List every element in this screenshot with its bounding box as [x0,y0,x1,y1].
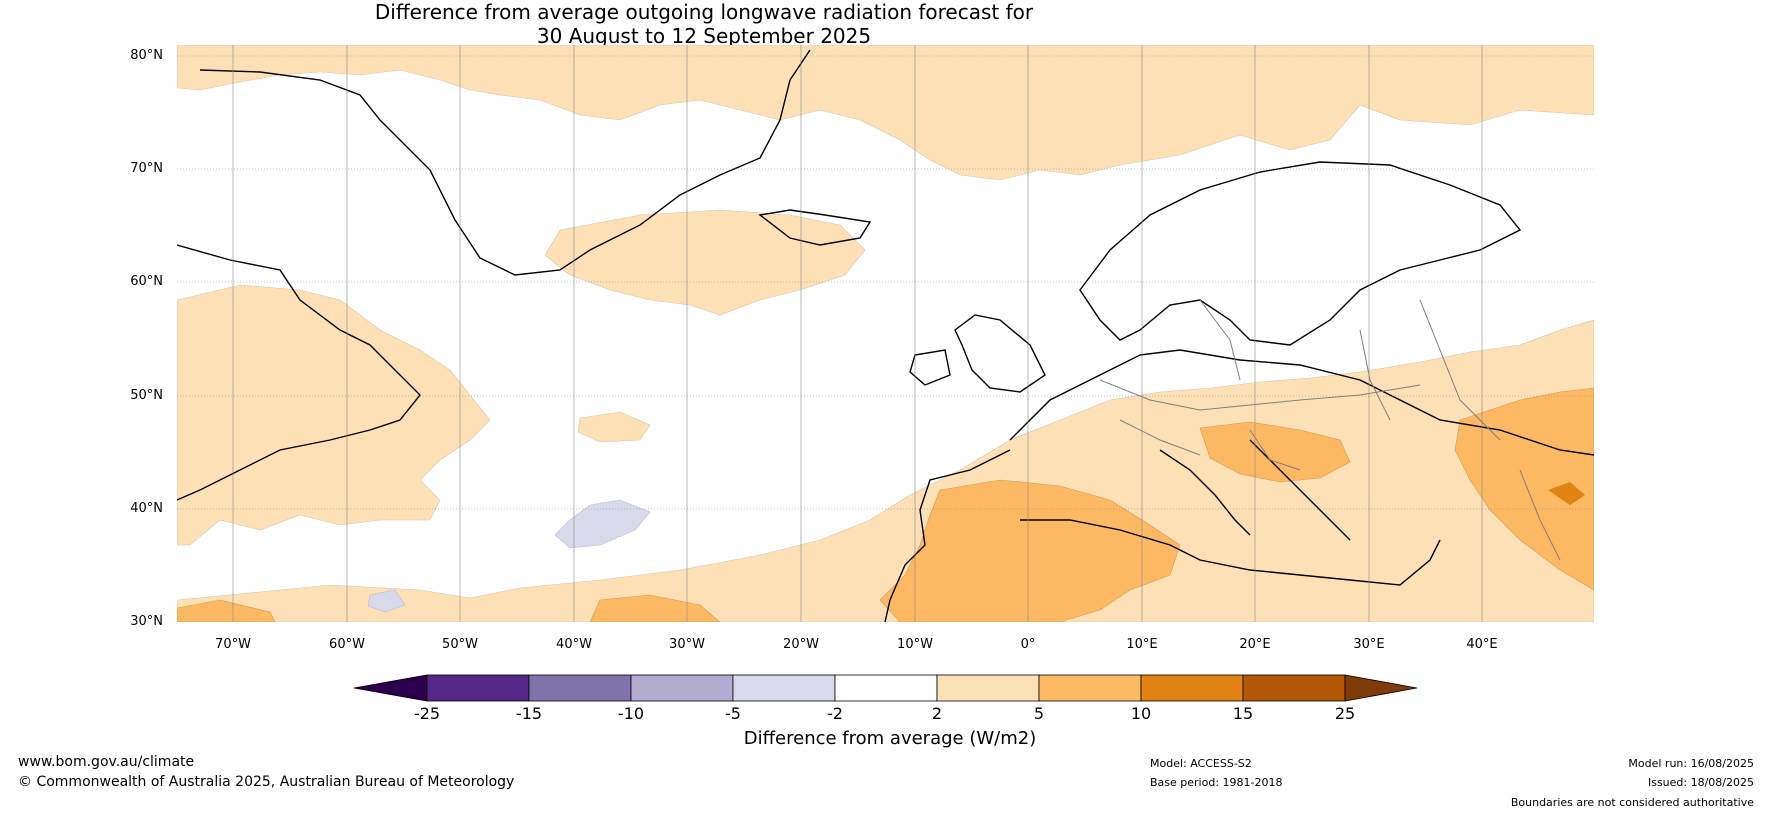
colorbar [353,674,1418,702]
anomaly-region-west [177,284,491,546]
colorbar-bin-5 [834,674,938,702]
lat-label-60n: 60°N [130,274,163,289]
model-text: Model: ACCESS-S2 [1150,757,1252,770]
model-run-text: Model run: 16/08/2025 [1628,757,1754,770]
lat-label-80n: 80°N [130,48,163,63]
coastline-british-isles [909,314,1046,393]
colorbar-tick-label: -15 [515,704,543,723]
lat-label-40n: 40°N [130,501,163,516]
coastline-greenland [199,49,811,276]
colorbar-tick-label: 15 [1232,704,1254,723]
coastline-europe [1009,349,1594,456]
anomaly-region-south [177,319,1594,622]
coastline-north-america [177,244,421,501]
colorbar-bin-8 [1140,674,1244,702]
title-line-2: 30 August to 12 September 2025 [536,24,872,48]
lon-label-40w: 40°W [556,637,592,652]
colorbar-bin-7 [1038,674,1142,702]
coastline-iceland [758,209,872,246]
colorbar-tick-label: -10 [617,704,645,723]
lon-label-10e: 10°E [1126,637,1158,652]
lon-label-50w: 50°W [442,637,478,652]
colorbar-title: Difference from average (W/m2) [743,728,1037,749]
anomaly-region-negative-1 [554,499,651,549]
anomaly-region-strong-atl [589,594,721,622]
lon-label-60w: 60°W [329,637,365,652]
anomaly-region-strong-balkans [1199,421,1351,483]
coastline-iberia-africa [884,449,1441,622]
colorbar-tick-label: 5 [1033,704,1045,723]
lon-label-0: 0° [1020,637,1036,652]
colorbar-tick-label: -25 [413,704,441,723]
lon-label-30e: 30°E [1353,637,1385,652]
colorbar-tick-label: -2 [827,704,843,723]
anomaly-field [177,45,1594,622]
colorbar-bin-2 [528,674,632,702]
anomaly-region-strong-east [1454,387,1594,591]
lon-label-20e: 20°E [1239,637,1271,652]
colorbar-tick-label: 25 [1334,704,1356,723]
national-borders [1099,299,1561,561]
website-link[interactable]: www.bom.gov.au/climate [18,754,195,770]
colorbar-max-arrow [1344,674,1418,702]
map-title: Difference from average outgoing longwav… [0,0,1408,48]
copyright-text: © Commonwealth of Australia 2025, Austra… [18,774,515,790]
lon-label-70w: 70°W [215,637,251,652]
anomaly-region-strong-africa [879,479,1181,622]
lon-label-30w: 30°W [669,637,705,652]
colorbar-bin-4 [732,674,836,702]
coastline-scandinavia [1079,161,1522,346]
colorbar-bin-9 [1242,674,1346,702]
lat-label-70n: 70°N [130,161,163,176]
anomaly-region-negative-2 [367,589,406,613]
colorbar-bin-3 [630,674,734,702]
colorbar-tick-label: 10 [1130,704,1152,723]
lon-label-40e: 40°E [1466,637,1498,652]
colorbar-min-arrow [353,674,428,702]
colorbar-tick-label: 2 [931,704,943,723]
colorbar-bin-1 [426,674,530,702]
lat-label-30n: 30°N [130,614,163,629]
colorbar-tick-label: -5 [725,704,741,723]
lon-label-10w: 10°W [897,637,933,652]
anomaly-region-strong-west [177,599,276,622]
issued-text: Issued: 18/08/2025 [1647,776,1754,789]
anomaly-region-atlantic [544,209,866,316]
lon-label-20w: 20°W [783,637,819,652]
anomaly-region-small-1 [577,411,651,443]
lat-label-50n: 50°N [130,388,163,403]
graticule [177,45,1594,622]
base-period-text: Base period: 1981-2018 [1150,776,1283,789]
colorbar-bin-6 [936,674,1040,702]
anomaly-region-caucasus [1548,482,1585,505]
title-line-1: Difference from average outgoing longwav… [374,0,1034,24]
disclaimer-text: Boundaries are not considered authoritat… [1510,796,1754,809]
anomaly-region-arctic [177,45,1594,181]
